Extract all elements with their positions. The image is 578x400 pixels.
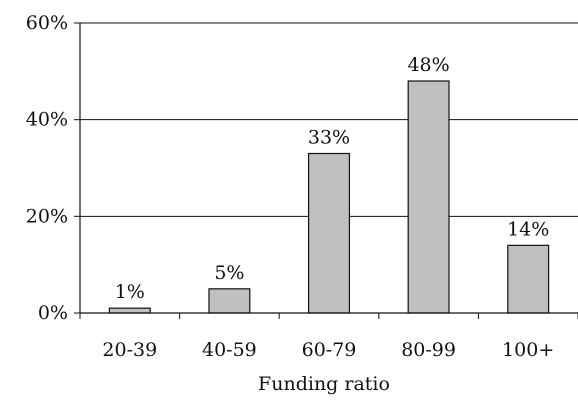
data-label: 5% [214, 262, 244, 284]
y-tick-label: 60% [26, 12, 68, 34]
y-tick-label: 20% [26, 205, 68, 227]
x-axis-title: Funding ratio [258, 373, 390, 395]
bar [307, 152, 351, 314]
y-tick-label: 40% [26, 109, 68, 131]
y-tick-label: 0% [38, 302, 68, 324]
bar [407, 80, 450, 314]
bar [507, 244, 550, 314]
x-tick-label: 40-59 [202, 339, 257, 361]
x-tick-labels: 20-39 40-59 60-79 80-99 100+ [102, 339, 554, 361]
x-tick-label: 60-79 [302, 339, 357, 361]
bar [108, 307, 151, 314]
bar [208, 288, 251, 314]
x-tick-label: 80-99 [401, 339, 456, 361]
y-tick-labels: 0% 20% 40% 60% [26, 12, 68, 324]
axes [74, 22, 578, 319]
data-label: 48% [407, 54, 449, 76]
x-tick-label: 20-39 [102, 339, 157, 361]
x-tick-label: 100+ [502, 339, 554, 361]
data-label: 1% [115, 281, 145, 303]
data-label: 33% [308, 127, 350, 149]
data-labels: 1% 5% 33% 48% 14% [115, 54, 550, 303]
data-label: 14% [507, 218, 549, 240]
bars [108, 80, 550, 314]
